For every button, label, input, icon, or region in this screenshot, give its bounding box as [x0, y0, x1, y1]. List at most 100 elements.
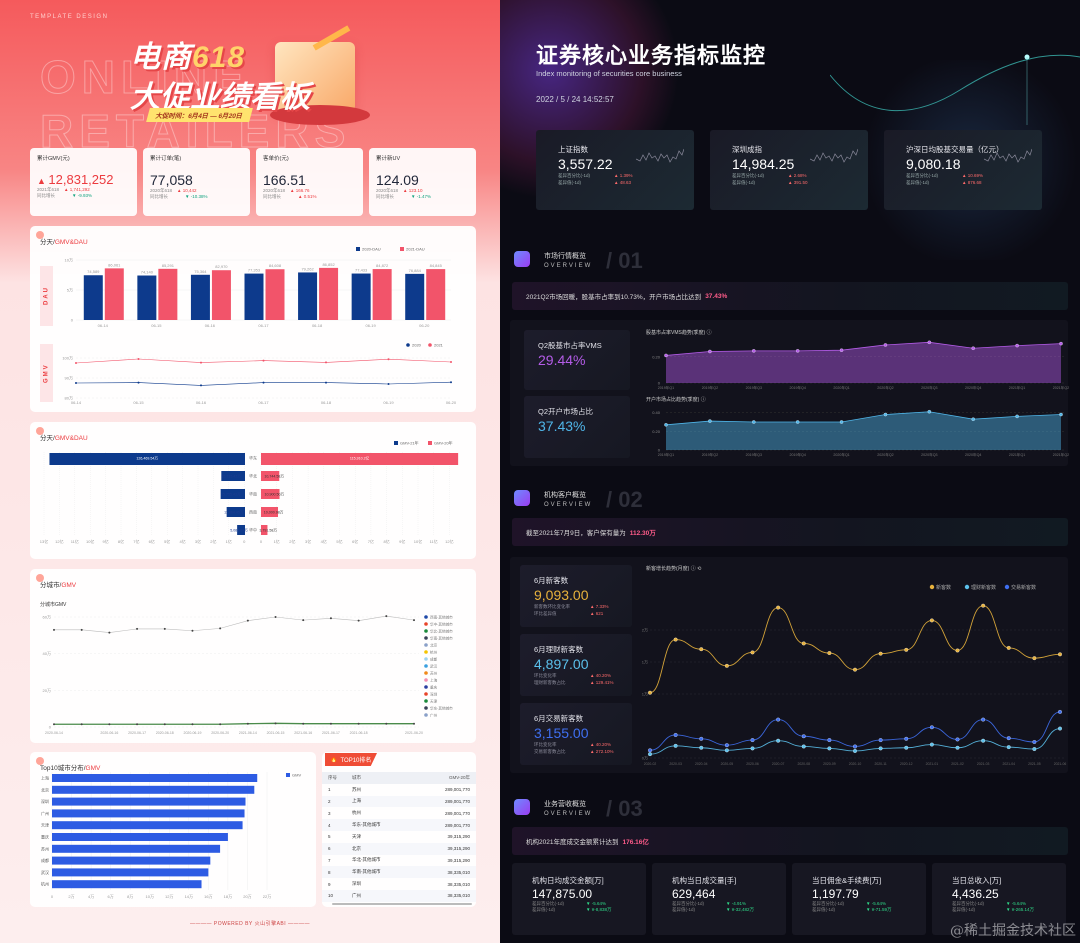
svg-text:苏州: 苏州: [41, 845, 49, 851]
refresh-icon[interactable]: ⟲: [697, 566, 702, 572]
table-row[interactable]: 4 华东-其他城市 289,001,770: [322, 819, 476, 831]
svg-text:20万: 20万: [243, 894, 251, 899]
section-icon: [514, 251, 530, 267]
section-note-01: 2021Q2市场回暖，股基市占率到10.73%，开户市场占比达到 37.43%: [512, 282, 1068, 310]
svg-text:2021-06-18: 2021-06-18: [350, 731, 368, 735]
svg-text:广州: 广州: [41, 810, 49, 816]
svg-text:2021-06-15: 2021-06-15: [267, 731, 285, 735]
account-share-card: Q2开户市场占比 37.43%: [524, 396, 630, 458]
svg-text:7亿: 7亿: [368, 538, 374, 544]
table-row[interactable]: 3 杭州 289,001,770: [328, 810, 470, 816]
svg-text:2020-06: 2020-06: [746, 762, 759, 766]
svg-text:77,353: 77,353: [248, 268, 261, 273]
table-row[interactable]: 2 上海 289,001,770: [322, 795, 476, 808]
kpi-sub-row: 同比增长 ▲ 0.51%: [263, 194, 317, 199]
svg-text:2020-06-16: 2020-06-16: [100, 731, 118, 735]
svg-text:2020-09: 2020-09: [823, 762, 836, 766]
svg-text:100万: 100万: [62, 356, 73, 361]
index-title: 沪深日均股基交易量（亿元）: [906, 145, 1004, 154]
svg-text:2020年Q3: 2020年Q3: [921, 385, 937, 390]
daily-gmv-dau-panel: 分天/GMV&DAU DAU GMV 2020-DAU 2021-DAU 0 5万 10…: [30, 226, 476, 412]
svg-text:2021-06: 2021-06: [1054, 762, 1067, 766]
svg-text:90万: 90万: [65, 376, 73, 381]
svg-text:华中-其他城市: 华中-其他城市: [430, 622, 453, 627]
kpi-sub-row: 同比增长 ▼ -10.38%: [150, 194, 208, 199]
index-card: 深圳成指 14,984.25 差异百分比(-1d) ▲ 2.68% 差异值(-1d…: [710, 130, 868, 210]
svg-text:14万: 14万: [185, 894, 193, 899]
svg-text:0: 0: [658, 381, 661, 386]
svg-text:10亿: 10亿: [414, 538, 422, 544]
table-row[interactable]: 7 华北-其他城市 39,315,290: [328, 857, 470, 863]
svg-text:深圳: 深圳: [41, 798, 49, 804]
table-row[interactable]: 5 天津 39,315,290: [328, 833, 470, 840]
table-row[interactable]: 9 深圳 38,335,010: [328, 881, 470, 887]
section-note-02: 截至2021年7月9日，客户保有量为 112.30万: [512, 518, 1068, 546]
svg-text:3亿: 3亿: [195, 538, 201, 544]
index-card: 沪深日均股基交易量（亿元） 9,080.18 差异百分比(-1d) ▲ 10.69…: [884, 130, 1042, 210]
svg-text:6亿: 6亿: [352, 538, 358, 544]
svg-text:2021年Q1: 2021年Q1: [1009, 385, 1025, 390]
table-row[interactable]: 6 北京 39,315,290: [322, 842, 476, 855]
info-icon[interactable]: ⓘ: [706, 330, 712, 336]
revenue-kpi-card: 当日总收入[万] 4,436.25 差异百分比(-1d) ▼ -5.64% 差异值…: [932, 863, 1066, 935]
svg-text:华南: 华南: [249, 491, 257, 497]
info-icon[interactable]: ⓘ: [700, 397, 706, 403]
svg-text:2021-05: 2021-05: [1028, 762, 1041, 766]
svg-text:杭州: 杭州: [41, 881, 49, 887]
revenue-kpi-card: 当日佣金&手续费[万] 1,197.79 差异百分比(-1d) ▼ -5.64% …: [792, 863, 926, 935]
svg-text:5万: 5万: [67, 288, 73, 293]
city-gmv-line-chart: 0 20万 40万 60万 2020-06-14 2020-06-16 2020-06-17…: [43, 615, 454, 736]
svg-text:74,589: 74,589: [87, 269, 100, 274]
kpi-card: 客单价(元) 166.51 2020年618 ▲ 166.76 同比增长 ▲ 0.5…: [256, 148, 363, 216]
svg-text:2020-05: 2020-05: [721, 762, 734, 766]
table-row[interactable]: 8 华南-其他城市 38,335,010: [322, 866, 476, 879]
table-row[interactable]: 1 苏州 289,001,770: [328, 786, 470, 793]
svg-text:11亿: 11亿: [430, 538, 438, 544]
svg-text:上海: 上海: [41, 775, 49, 781]
client-kpi-card: 6月新客数 9,093.00 新客数环比变化率 ▲ 7.33% 环比差异值 ▲ 62…: [520, 565, 632, 627]
svg-text:0万: 0万: [642, 756, 648, 761]
index-value: 9,080.18: [906, 156, 961, 172]
svg-text:06-16: 06-16: [205, 323, 216, 328]
svg-text:2020-08: 2020-08: [798, 762, 811, 766]
svg-text:76,884: 76,884: [409, 268, 422, 273]
svg-text:80万: 80万: [65, 396, 73, 401]
svg-text:82,970: 82,970: [215, 264, 228, 269]
kpi-title: 累计新UV: [376, 156, 401, 162]
svg-text:2亿: 2亿: [289, 538, 295, 544]
svg-text:北京: 北京: [41, 786, 49, 792]
kpi-title: 累计订单(笔): [150, 156, 182, 162]
svg-text:5,085.68万: 5,085.68万: [230, 529, 248, 533]
svg-text:86,061: 86,061: [108, 262, 121, 267]
svg-text:2019年Q2: 2019年Q2: [702, 452, 718, 457]
svg-text:75,364: 75,364: [194, 269, 207, 274]
svg-text:2021-DAU: 2021-DAU: [406, 247, 425, 252]
index-card: 上证指数 3,557.22 差异百分比(-1d) ▲ 1.39% 差异值(-1d)…: [536, 130, 694, 210]
svg-text:2020-06-20: 2020-06-20: [211, 731, 229, 735]
page-subtitle: Index monitoring of securities core busi…: [536, 69, 682, 78]
svg-text:06-14: 06-14: [98, 323, 109, 328]
svg-text:2020年Q3: 2020年Q3: [921, 452, 937, 457]
svg-text:06-18: 06-18: [312, 323, 323, 328]
svg-text:0: 0: [260, 539, 263, 544]
svg-text:2020年Q1: 2020年Q1: [833, 452, 849, 457]
svg-text:1亿: 1亿: [274, 538, 280, 544]
svg-text:12亿: 12亿: [55, 538, 63, 544]
dau-side-label: DAU: [40, 266, 53, 326]
kpi-value: 12,831,252: [37, 172, 130, 187]
region-gmv-butterfly-panel: 分天/GMV&DAU GMV-21年 GMV-20年 13亿 12亿 11亿 10亿 9亿 8…: [30, 422, 476, 559]
svg-text:4亿: 4亿: [179, 538, 185, 544]
svg-text:华南-其他城市: 华南-其他城市: [430, 636, 453, 641]
kpi-title: 客单价(元): [263, 156, 289, 162]
city-gmv-panel: 分城市/GMV 分城市GMV 0 20万 40万 60万 2020-06-14 2020-…: [30, 569, 476, 743]
info-icon[interactable]: ⓘ: [690, 566, 696, 572]
svg-text:11亿: 11亿: [71, 538, 79, 544]
table-row[interactable]: 10 广州 38,335,010: [322, 889, 476, 902]
svg-text:18万: 18万: [224, 894, 232, 899]
gift-box-illustration: [275, 42, 355, 112]
svg-text:2亿: 2亿: [210, 538, 216, 544]
svg-text:84,608: 84,608: [269, 263, 282, 268]
svg-text:2020-04: 2020-04: [695, 762, 708, 766]
table-scrollbar[interactable]: [332, 903, 472, 905]
svg-text:4万: 4万: [88, 894, 94, 899]
